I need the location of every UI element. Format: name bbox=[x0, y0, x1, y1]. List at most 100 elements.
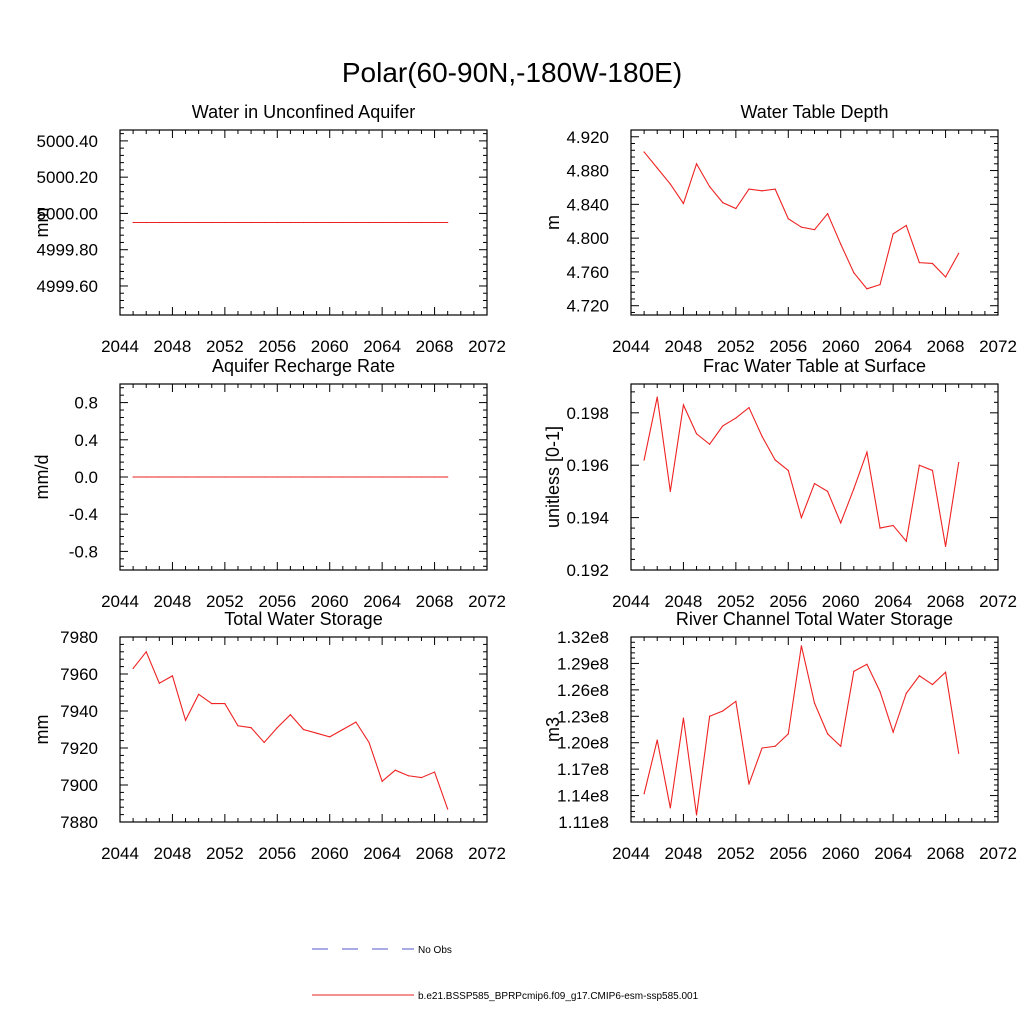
x-tick-label: 2068 bbox=[927, 337, 965, 356]
data-point bbox=[289, 221, 291, 224]
data-point bbox=[198, 476, 200, 478]
x-tick-label: 2048 bbox=[665, 337, 703, 356]
data-point bbox=[748, 188, 750, 190]
y-tick-label: 7960 bbox=[60, 665, 98, 684]
y-tick-label: 1.11e8 bbox=[558, 813, 609, 832]
data-point bbox=[250, 476, 252, 478]
y-tick-label: 4.800 bbox=[566, 229, 609, 248]
data-point bbox=[132, 667, 134, 670]
data-point bbox=[800, 517, 802, 519]
data-point bbox=[302, 728, 305, 731]
legend-label: No Obs bbox=[418, 945, 452, 956]
x-tick-label: 2072 bbox=[468, 844, 506, 863]
data-point bbox=[355, 221, 357, 224]
data-point bbox=[695, 814, 698, 816]
plot-frame bbox=[630, 636, 999, 823]
data-point bbox=[735, 417, 737, 419]
data-point bbox=[892, 731, 894, 733]
y-tick-label: 1.26e8 bbox=[557, 681, 609, 700]
y-tick-label: 4.760 bbox=[566, 263, 609, 282]
x-tick-label: 2068 bbox=[927, 844, 965, 863]
y-tick-label: 4999.60 bbox=[37, 277, 98, 296]
data-point bbox=[211, 476, 213, 478]
x-tick-label: 2048 bbox=[665, 844, 703, 863]
plot-frame bbox=[119, 129, 488, 316]
y-tick-label: 7900 bbox=[60, 776, 98, 795]
x-tick-label: 2048 bbox=[154, 844, 192, 863]
x-tick-label: 2056 bbox=[258, 592, 296, 611]
data-point bbox=[171, 476, 174, 478]
data-point bbox=[368, 741, 370, 744]
data-point bbox=[774, 188, 776, 190]
data-point bbox=[682, 717, 685, 719]
data-point bbox=[158, 682, 160, 684]
data-point bbox=[433, 221, 436, 224]
y-tick-label: 1.23e8 bbox=[557, 707, 609, 726]
x-tick-label: 2064 bbox=[363, 337, 401, 356]
data-point bbox=[827, 733, 829, 735]
data-point bbox=[171, 675, 174, 677]
data-point bbox=[250, 727, 252, 729]
x-tick-label: 2068 bbox=[416, 844, 454, 863]
y-tick-label: 4.840 bbox=[566, 195, 609, 214]
x-tick-label: 2068 bbox=[416, 592, 454, 611]
x-tick-label: 2044 bbox=[612, 592, 650, 611]
legend: No Obs b.e21.BSSP585_BPRPcmip6.f09_g17.CM… bbox=[312, 945, 699, 1002]
y-tick-label: 4.720 bbox=[566, 297, 609, 316]
x-tick-label: 2060 bbox=[822, 592, 860, 611]
data-point bbox=[184, 476, 187, 478]
data-point bbox=[800, 645, 802, 647]
data-point bbox=[774, 459, 776, 461]
data-point bbox=[800, 226, 802, 228]
plot-frame bbox=[119, 636, 488, 823]
x-tick-label: 2072 bbox=[979, 592, 1017, 611]
x-tick-label: 2064 bbox=[363, 592, 401, 611]
data-point bbox=[342, 476, 344, 478]
x-tick-label: 2072 bbox=[468, 592, 506, 611]
x-tick-label: 2052 bbox=[717, 337, 755, 356]
x-tick-label: 2044 bbox=[612, 337, 650, 356]
x-tick-label: 2068 bbox=[416, 337, 454, 356]
data-point bbox=[447, 476, 449, 478]
x-tick-label: 2056 bbox=[769, 337, 807, 356]
data-point bbox=[237, 476, 239, 478]
data-point bbox=[787, 469, 789, 472]
data-point bbox=[342, 728, 344, 731]
y-tick-label: 5000.20 bbox=[37, 168, 98, 187]
chart-panel: River Channel Total Water Storage m3 2044 2… bbox=[543, 609, 1017, 863]
data-point bbox=[761, 435, 763, 437]
data-point bbox=[905, 692, 907, 694]
data-point bbox=[813, 482, 816, 485]
data-point bbox=[276, 727, 278, 729]
data-point bbox=[316, 476, 318, 478]
chart-panel: Frac Water Table at Surface unitless [0-1… bbox=[543, 356, 1017, 611]
data-point bbox=[866, 288, 868, 290]
y-tick-label: -0.4 bbox=[69, 505, 98, 524]
data-point bbox=[407, 476, 409, 478]
panel-title: River Channel Total Water Storage bbox=[676, 609, 953, 629]
series-line bbox=[643, 151, 960, 290]
x-tick-label: 2052 bbox=[717, 844, 755, 863]
data-point bbox=[918, 675, 920, 677]
y-tick-label: 0.196 bbox=[566, 456, 609, 475]
data-point bbox=[276, 476, 278, 478]
data-point bbox=[709, 185, 711, 188]
data-point bbox=[787, 218, 789, 220]
x-tick-label: 2048 bbox=[154, 592, 192, 611]
data-point bbox=[211, 221, 213, 224]
data-point bbox=[211, 703, 213, 705]
data-point bbox=[263, 476, 265, 478]
data-point bbox=[263, 221, 265, 224]
data-point bbox=[669, 807, 671, 809]
data-point bbox=[669, 490, 671, 493]
y-axis-label: unitless [0-1] bbox=[543, 426, 563, 528]
data-point bbox=[866, 663, 868, 665]
data-point bbox=[381, 780, 383, 782]
panels-group: Water in Unconfined Aquifer mm 2044 2048 205… bbox=[32, 102, 1017, 863]
data-point bbox=[329, 221, 331, 224]
data-point bbox=[840, 522, 842, 524]
data-point bbox=[931, 262, 934, 265]
data-point bbox=[774, 745, 776, 747]
y-tick-label: -0.8 bbox=[69, 542, 98, 561]
x-tick-label: 2068 bbox=[927, 592, 965, 611]
